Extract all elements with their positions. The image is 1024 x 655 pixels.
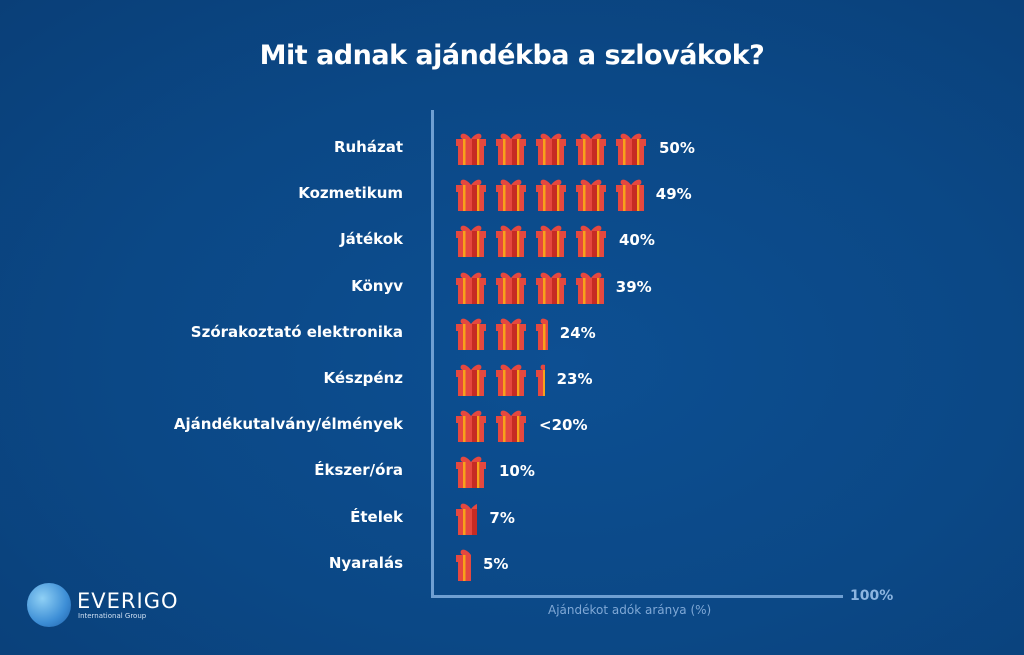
gift-icon [535, 269, 567, 305]
gift-icon [455, 453, 487, 489]
gift-bar: 5% [455, 546, 508, 582]
category-label: Nyaralás [328, 553, 403, 572]
category-label: Játékok [340, 230, 403, 249]
gift-icon [495, 269, 527, 305]
category-label: Könyv [351, 276, 403, 295]
value-label: 10% [499, 462, 535, 481]
gift-icon [455, 176, 487, 212]
value-label: 39% [615, 277, 652, 296]
value-label: <20% [539, 416, 588, 435]
x-axis-label: Ajándékot adók aránya (%) [548, 603, 712, 617]
gift-icon [455, 361, 487, 397]
gift-icon [495, 176, 527, 212]
gift-bar: 40% [455, 222, 655, 258]
everigo-logo: EVERIGO International Group [27, 583, 179, 627]
chart-row: Játékok 40% [0, 220, 1024, 260]
value-label: 50% [659, 139, 695, 157]
gift-icon [615, 130, 647, 166]
gift-icon [455, 269, 487, 305]
x-axis-line [431, 595, 843, 598]
chart-title: Mit adnak ajándékba a szlovákok? [259, 40, 765, 71]
chart-row: Szórakoztató elektronika 24% [0, 313, 1024, 353]
logo-sphere-icon [27, 583, 71, 627]
gift-icon [535, 176, 567, 212]
value-label: 40% [619, 231, 655, 250]
gift-bar: 50% [455, 130, 695, 166]
gift-icon [575, 130, 607, 166]
gift-bar: <20% [455, 407, 587, 443]
chart-row: Készpénz 23% [0, 359, 1024, 399]
chart-row: Könyv 39% [0, 267, 1024, 307]
gift-icon [575, 176, 607, 212]
chart-row: Ajándékutalvány/élmények <20% [0, 405, 1024, 445]
category-label: Készpénz [323, 369, 403, 387]
logo-subtitle: International Group [78, 612, 147, 620]
chart-row: Kozmetikum 49% [0, 174, 1024, 214]
gift-icon [535, 222, 567, 258]
logo-name: EVERIGO [77, 589, 179, 613]
axis-max-label: 100% [850, 588, 894, 604]
gift-bar: 10% [455, 453, 535, 489]
gift-icon [455, 500, 478, 536]
gift-icon [455, 222, 487, 258]
chart-row: Ékszer/óra 10% [0, 451, 1024, 491]
gift-bar: 23% [455, 361, 593, 397]
chart-row: Nyaralás 5% [0, 544, 1024, 584]
category-label: Ékszer/óra [314, 461, 403, 480]
chart-row: Ruházat 50% [0, 128, 1024, 168]
gift-icon [495, 361, 527, 397]
gift-icon [455, 315, 487, 351]
value-label: 5% [483, 554, 509, 573]
gift-icon [535, 361, 545, 397]
gift-icon [455, 407, 487, 443]
category-label: Kozmetikum [298, 184, 403, 203]
gift-bar: 49% [455, 176, 692, 212]
gift-icon [495, 315, 527, 351]
gift-bar: 7% [455, 500, 515, 536]
gift-bar: 39% [455, 269, 652, 305]
gift-icon [455, 546, 471, 582]
gift-icon [535, 130, 567, 166]
gift-icon [575, 269, 604, 305]
value-label: 24% [559, 323, 596, 342]
value-label: 49% [655, 185, 692, 204]
gift-icon [495, 407, 527, 443]
gift-icon [615, 176, 644, 212]
category-label: Ruházat [333, 138, 403, 156]
category-label: Ajándékutalvány/élmények [173, 415, 403, 434]
gift-icon [575, 222, 607, 258]
value-label: 23% [556, 370, 593, 388]
category-label: Ételek [350, 507, 403, 526]
gift-icon [455, 130, 487, 166]
gift-bar: 24% [455, 315, 596, 351]
gift-icon [495, 130, 527, 166]
y-axis-line [431, 110, 434, 598]
category-label: Szórakoztató elektronika [190, 322, 403, 341]
gift-icon [535, 315, 548, 351]
value-label: 7% [489, 508, 515, 527]
chart-row: Ételek 7% [0, 498, 1024, 538]
gift-icon [495, 222, 527, 258]
